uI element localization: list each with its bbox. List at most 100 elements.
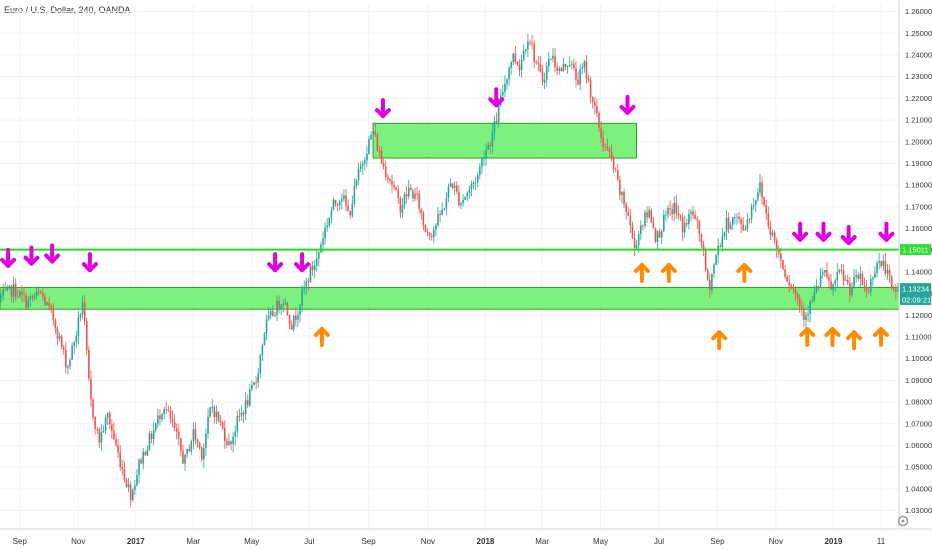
support-resistance-zone[interactable] [0, 287, 900, 310]
candle-body [0, 296, 2, 298]
candle-body [4, 289, 7, 291]
time-tick-label: 11 [877, 537, 886, 546]
candle-body [54, 319, 57, 329]
price-tick-label: 1.03000 [905, 506, 932, 515]
time-axis[interactable]: Sep Nov 2017 Mar May Jul Sep Nov 2018 Mar May Jul Se… [0, 528, 932, 546]
candle-body [217, 411, 220, 422]
candle-body [853, 277, 855, 287]
candle-body [719, 245, 722, 248]
candle-body [585, 61, 588, 79]
candle-body [792, 288, 795, 290]
candle-body [142, 451, 145, 464]
candle-body [368, 139, 370, 155]
down-arrow-icon [81, 252, 98, 273]
candle-body [577, 79, 579, 85]
candle-body [481, 158, 483, 167]
candle-body [192, 429, 195, 442]
candle-body [554, 55, 556, 68]
candle-body [244, 400, 247, 415]
time-tick-label: May [593, 537, 608, 546]
candle-body [274, 315, 276, 317]
candle-body [614, 169, 617, 171]
candle-body [299, 305, 301, 315]
candle-body [790, 285, 793, 289]
candle-body [876, 262, 878, 273]
settings-icon[interactable] [897, 515, 909, 527]
candle-body [765, 205, 768, 214]
candle-body [56, 328, 59, 339]
candle-body [205, 433, 207, 448]
candle-body [184, 454, 186, 464]
candle-body [869, 279, 872, 293]
price-tag [900, 283, 931, 295]
candle-body [219, 421, 222, 423]
candle-body [242, 412, 245, 415]
candle-body [849, 283, 851, 296]
candle-body [811, 300, 814, 302]
candle-body [180, 438, 182, 451]
candle-body [673, 202, 676, 214]
time-tick-label: 2017 [127, 537, 145, 546]
candle-body [19, 291, 21, 298]
support-resistance-zone[interactable] [372, 122, 637, 159]
candle-body [489, 145, 492, 147]
candle-body [345, 195, 347, 206]
candle-body [136, 474, 138, 486]
candle-body [476, 174, 479, 183]
candle-body [14, 283, 17, 298]
candle-body [62, 346, 65, 350]
candle-body [558, 68, 561, 71]
candle-body [88, 349, 90, 379]
candle-body [393, 185, 395, 188]
candle-body [272, 310, 274, 316]
candle-body [784, 269, 786, 277]
candle-body [606, 147, 609, 149]
candle-body [37, 291, 40, 293]
candle-body [568, 64, 571, 66]
candle-body [683, 223, 686, 233]
candle-body [410, 187, 412, 191]
candle-body [58, 336, 61, 339]
candle-body [886, 269, 889, 274]
candle-body [826, 269, 828, 277]
candle-body [497, 105, 500, 123]
candle-body [403, 194, 406, 205]
candle-body [359, 165, 362, 169]
candle-body [890, 276, 893, 287]
candle-body [39, 291, 42, 294]
price-tick-label: 1.24000 [905, 50, 932, 59]
candle-body [10, 285, 13, 297]
candle-body [543, 79, 546, 83]
candle-body [508, 67, 510, 80]
candle-body [31, 296, 34, 299]
candle-body [83, 302, 86, 322]
price-axis[interactable]: 1.26000 1.25000 1.24000 1.23000 1.22000 1.210… [898, 0, 932, 550]
candle-body [361, 163, 364, 166]
candle-body [226, 440, 228, 445]
candle-body [154, 423, 157, 431]
candle-body [817, 285, 820, 287]
candle-body [878, 261, 880, 263]
candle-body [892, 286, 895, 290]
candle-body [474, 182, 477, 183]
candle-body [12, 283, 15, 297]
candle-body [729, 224, 732, 229]
candle-body [23, 294, 25, 296]
candles-layer [0, 33, 899, 508]
candle-body [742, 224, 745, 231]
candle-body [29, 296, 32, 300]
candle-body [458, 191, 460, 206]
down-arrow-icon [840, 225, 857, 246]
candle-body [263, 333, 266, 345]
candle-body [855, 274, 857, 278]
candle-body [479, 166, 481, 175]
candle-body [228, 441, 230, 445]
price-tag-label: 1.15011 [902, 246, 929, 255]
candle-body [721, 236, 724, 248]
candle-body [727, 217, 730, 229]
price-tick-label: 1.08000 [905, 398, 932, 407]
price-tick-label: 1.12000 [905, 311, 932, 320]
candle-body [209, 407, 211, 417]
price-tick-label: 1.22000 [905, 94, 932, 103]
